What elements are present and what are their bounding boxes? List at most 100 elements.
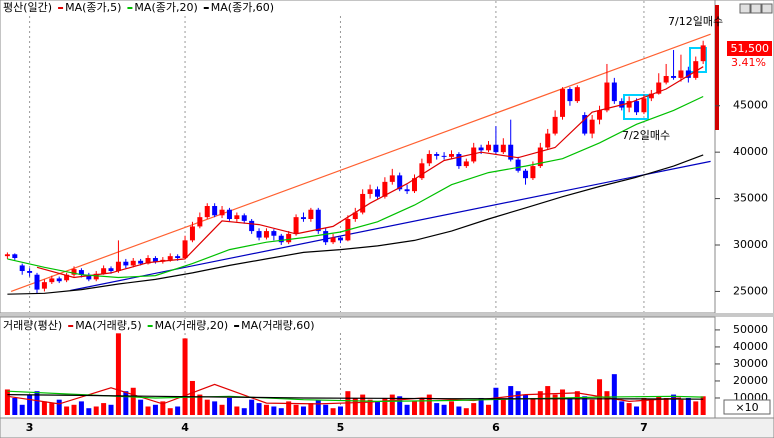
- volume-bar: [256, 403, 262, 415]
- volume-bar: [397, 396, 403, 415]
- ma-line: [7, 394, 704, 400]
- volume-bar: [589, 399, 595, 415]
- volume-bar: [263, 404, 269, 415]
- candle-body: [108, 268, 114, 272]
- x-tick-label: 4: [181, 421, 189, 434]
- candle-body: [545, 133, 551, 148]
- candle-body: [241, 215, 247, 221]
- candle-body: [256, 231, 262, 238]
- volume-bar: [419, 397, 425, 415]
- volume-bar: [34, 391, 40, 415]
- candle-body: [552, 116, 558, 134]
- candle-body: [671, 76, 677, 78]
- close-button[interactable]: [761, 3, 773, 14]
- candle-body: [130, 260, 136, 266]
- volume-bar: [78, 401, 84, 415]
- panel-title: 거래량(평산): [3, 319, 62, 332]
- volume-bar: [404, 404, 410, 415]
- candle-body: [389, 175, 395, 182]
- right-axis-area: [714, 0, 774, 438]
- volume-bar: [219, 404, 225, 415]
- volume-bar: [656, 396, 662, 415]
- volume-bar: [145, 406, 151, 415]
- candle-body: [500, 144, 506, 153]
- candle-body: [175, 256, 181, 259]
- candle-body: [367, 189, 373, 194]
- candle-body: [641, 98, 647, 113]
- candle-body: [567, 89, 573, 102]
- candle-body: [49, 278, 55, 283]
- candle-body: [219, 209, 225, 216]
- volume-bar: [160, 401, 166, 415]
- x-tick-label: 5: [337, 421, 345, 434]
- volume-bar: [611, 374, 617, 415]
- volume-bar: [197, 394, 203, 415]
- volume-bar: [86, 408, 92, 415]
- volume-bar: [582, 396, 588, 415]
- candle-body: [582, 115, 588, 134]
- candle-body: [263, 231, 269, 238]
- volume-bar: [389, 394, 395, 415]
- candle-body: [611, 82, 617, 102]
- candle-body: [204, 206, 210, 218]
- candle-body: [123, 261, 129, 266]
- volume-bar: [167, 408, 173, 415]
- y-tick-label: 30000: [733, 357, 768, 370]
- legend-entry: MA(종가,5): [65, 1, 121, 14]
- annotation: 7/2일매수: [622, 128, 670, 142]
- legend-entry: MA(거래량,5): [75, 319, 141, 332]
- legend-swatch: [127, 7, 133, 9]
- ma-line: [7, 390, 704, 403]
- x-tick-label: 3: [26, 421, 34, 434]
- candle-body: [685, 70, 691, 78]
- restore-button[interactable]: [750, 3, 762, 14]
- candle-body: [78, 270, 84, 275]
- volume-bar: [234, 406, 240, 415]
- volume-bar: [49, 403, 55, 415]
- y-tick-label: 25000: [733, 284, 768, 297]
- volume-bar: [212, 401, 218, 415]
- volume-bar: [27, 394, 33, 415]
- candle-body: [574, 87, 580, 102]
- volume-bar: [300, 406, 306, 415]
- volume-bar: [123, 391, 129, 415]
- candle-body: [449, 154, 455, 157]
- candle-body: [249, 220, 255, 232]
- legend-entry: MA(종가,60): [211, 1, 274, 14]
- candle-body: [515, 159, 521, 171]
- volume-bar: [641, 397, 647, 415]
- volume-bar: [189, 380, 195, 415]
- minimize-button[interactable]: [739, 3, 751, 14]
- x-tick-label: 6: [492, 421, 500, 434]
- candle-body: [523, 170, 529, 179]
- candle-body: [101, 268, 107, 274]
- candle-body: [471, 147, 477, 162]
- candle-body: [648, 93, 654, 99]
- candle-body: [537, 147, 543, 167]
- volume-bar: [456, 406, 462, 415]
- volume-bar: [471, 403, 477, 415]
- candle-body: [93, 273, 99, 280]
- candle-body: [197, 217, 203, 227]
- candle-body: [41, 282, 47, 289]
- annotation: 7/12일매수: [668, 14, 723, 28]
- panel-divider: [0, 313, 774, 317]
- ma-line: [7, 154, 704, 295]
- volume-bar: [434, 403, 440, 415]
- candle-body: [337, 237, 343, 241]
- x-tick-label: 7: [640, 421, 648, 434]
- volume-bar: [493, 387, 499, 415]
- volume-bar: [382, 397, 388, 415]
- candle-body: [530, 166, 536, 179]
- volume-bar: [293, 404, 299, 415]
- volume-bar: [426, 394, 432, 415]
- y-tick-label: 30000: [733, 238, 768, 251]
- volume-bar: [182, 338, 188, 415]
- volume-bar: [449, 401, 455, 415]
- candle-body: [419, 163, 425, 179]
- volume-unit: ×10: [735, 401, 758, 414]
- ma-line: [7, 95, 704, 279]
- candle-body: [278, 235, 284, 243]
- volume-bar: [19, 404, 25, 415]
- candle-body: [397, 175, 403, 190]
